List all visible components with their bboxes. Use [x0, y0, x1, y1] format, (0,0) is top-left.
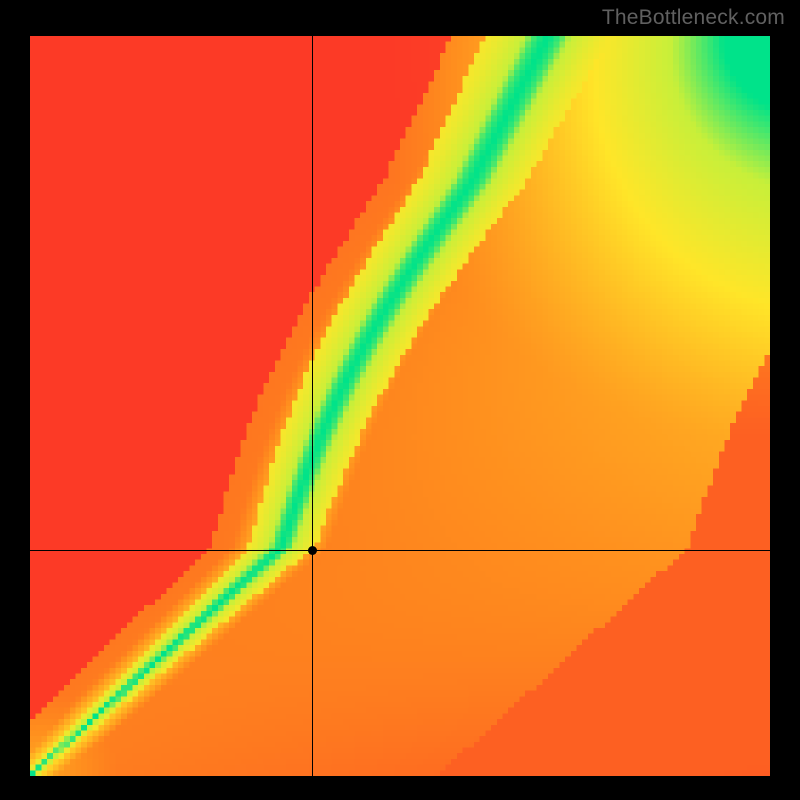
crosshair-vertical	[312, 36, 313, 776]
chart-container: TheBottleneck.com	[0, 0, 800, 800]
data-point-marker	[308, 546, 317, 555]
heatmap-canvas	[30, 36, 770, 776]
heatmap-plot	[30, 36, 770, 776]
crosshair-horizontal	[30, 550, 770, 551]
watermark-label: TheBottleneck.com	[602, 6, 785, 30]
